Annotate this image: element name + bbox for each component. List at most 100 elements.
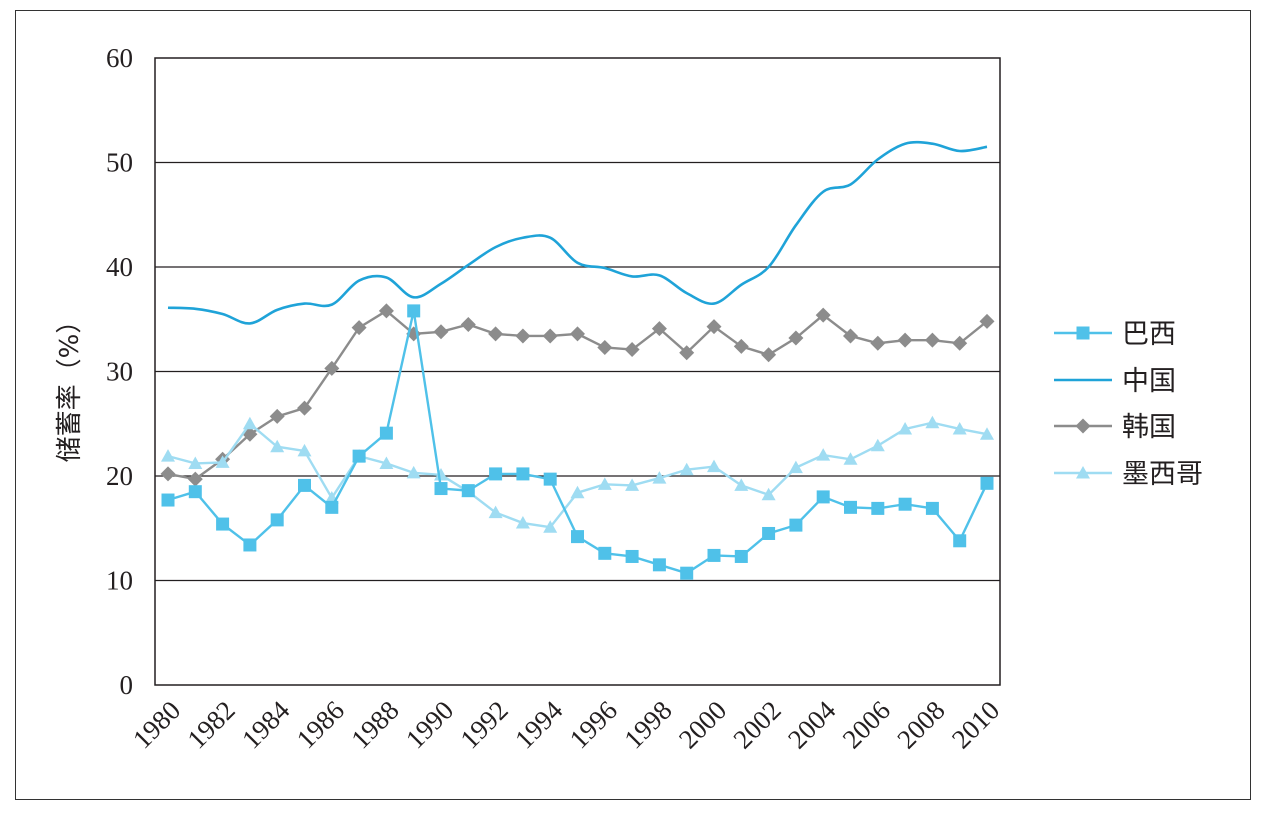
y-tick-label: 40 [106, 252, 133, 282]
x-tick-label: 2006 [837, 695, 896, 754]
legend-marker [1075, 418, 1091, 434]
data-point [734, 549, 748, 563]
gridlines [155, 161, 1000, 582]
data-point [816, 448, 831, 461]
data-point [325, 500, 339, 514]
data-point [680, 566, 694, 580]
legend-marker [1076, 466, 1090, 479]
data-point [242, 416, 257, 430]
data-point [925, 501, 939, 515]
series-line [167, 421, 988, 529]
data-point [407, 304, 421, 318]
data-point [270, 513, 284, 527]
data-point [706, 319, 722, 335]
data-point [733, 338, 749, 354]
data-point [652, 558, 666, 572]
data-point [379, 426, 393, 440]
x-tick-label: 1986 [291, 695, 350, 754]
x-tick-label: 1984 [236, 695, 296, 755]
data-point [870, 335, 886, 351]
data-point [925, 415, 940, 429]
data-point [570, 326, 585, 342]
x-tick-label: 1980 [127, 695, 186, 754]
legend-item: 韩国 [1054, 412, 1176, 443]
data-point [324, 360, 340, 376]
data-point [761, 487, 776, 501]
y-axis-ticks: 0 10 20 30 40 50 60 [106, 43, 133, 700]
x-axis-ticks: 1980198219841986198819901992199419961998… [127, 695, 1005, 755]
legend-label: 巴西 [1122, 319, 1176, 350]
legend-item: 中国 [1054, 366, 1176, 397]
legend-item: 墨西哥 [1054, 459, 1203, 490]
data-point [898, 421, 913, 435]
x-tick-label: 2002 [727, 695, 786, 754]
data-point [351, 320, 367, 336]
legend-item: 巴西 [1054, 319, 1176, 350]
x-tick-label: 2004 [782, 695, 842, 755]
data-point [788, 330, 804, 346]
data-point [761, 347, 777, 363]
data-point [379, 456, 394, 469]
x-tick-label: 2008 [891, 695, 950, 754]
data-point [406, 465, 421, 479]
data-point [815, 307, 831, 323]
data-point [898, 497, 912, 511]
x-tick-label: 2000 [673, 695, 732, 754]
x-tick-label: 1996 [564, 695, 623, 754]
y-tick-label: 10 [106, 566, 133, 596]
data-point [624, 342, 640, 358]
data-point [270, 439, 285, 453]
data-point [679, 462, 694, 476]
data-point [871, 501, 885, 515]
data-point [897, 332, 913, 348]
y-tick-label: 50 [106, 148, 133, 178]
x-tick-label: 1992 [454, 695, 513, 754]
data-point [707, 548, 721, 562]
data-point [188, 456, 203, 469]
data-point [870, 438, 885, 452]
series-1 [167, 140, 988, 325]
data-point [433, 324, 449, 340]
data-point [789, 518, 803, 532]
x-tick-label: 1982 [181, 695, 240, 754]
data-point [543, 520, 558, 533]
data-point [297, 400, 312, 416]
data-point [489, 467, 503, 481]
data-point [953, 534, 967, 548]
y-tick-label: 0 [120, 670, 134, 700]
data-point [515, 516, 530, 529]
data-point [243, 538, 257, 552]
legend-marker [1076, 326, 1090, 340]
data-point [216, 517, 230, 531]
data-point [352, 449, 366, 463]
data-point [543, 472, 557, 486]
chart-frame [15, 10, 1251, 800]
series-lines [160, 140, 995, 580]
data-point [652, 471, 667, 484]
y-tick-label: 60 [106, 43, 133, 73]
data-point [215, 455, 230, 468]
data-point [980, 476, 994, 490]
data-point [651, 321, 667, 337]
data-point [571, 530, 584, 544]
y-tick-label: 30 [106, 357, 133, 387]
y-axis-label: 储蓄率（%） [55, 308, 85, 463]
legend-label: 中国 [1122, 366, 1176, 397]
data-point [952, 335, 968, 351]
legend-label: 韩国 [1122, 412, 1176, 443]
data-point [625, 549, 639, 563]
data-point [762, 526, 776, 540]
data-point [980, 427, 994, 440]
data-point [924, 332, 940, 348]
data-point [625, 478, 640, 491]
data-point [434, 467, 448, 481]
data-point [598, 546, 612, 560]
data-point [297, 443, 312, 457]
data-point [816, 490, 830, 504]
x-tick-label: 1990 [400, 695, 459, 754]
data-point [488, 505, 503, 519]
data-point [161, 493, 175, 507]
data-point [788, 460, 803, 474]
